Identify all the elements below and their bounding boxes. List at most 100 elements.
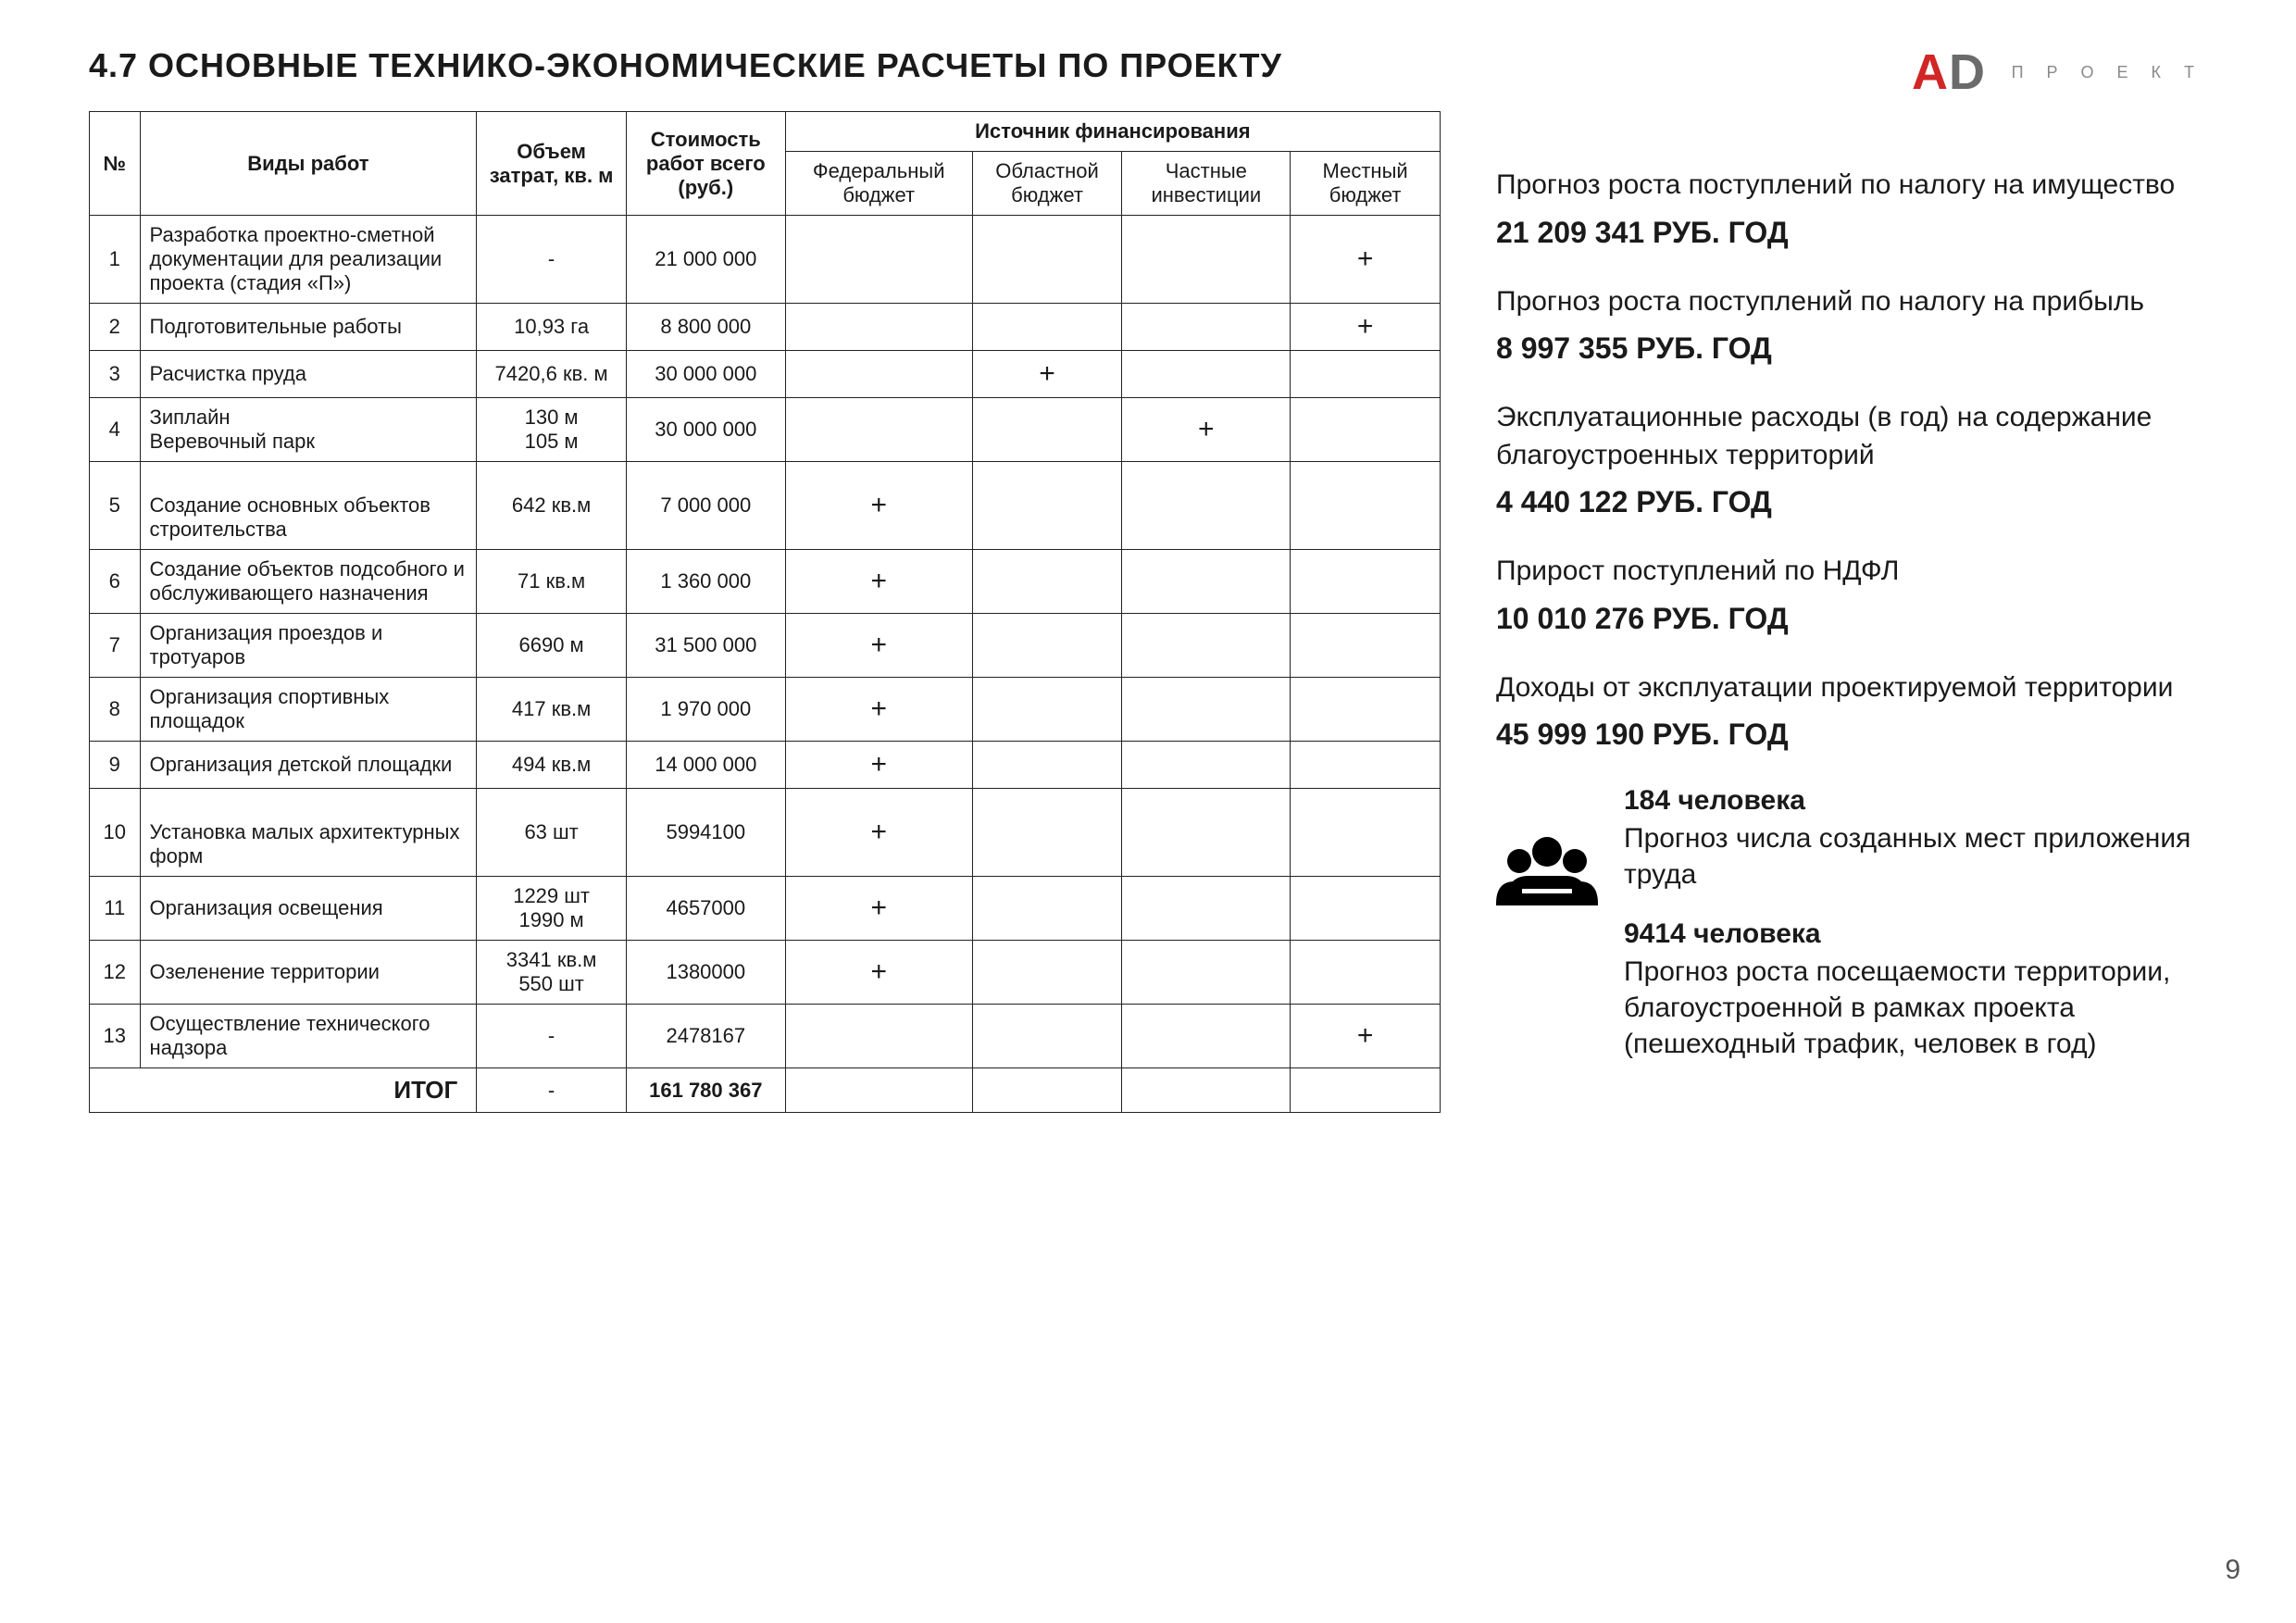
table-row: 1Разработка проектно-сметной документаци… xyxy=(90,216,1441,304)
row-num: 13 xyxy=(90,1005,141,1068)
row-num: 8 xyxy=(90,678,141,742)
row-work: Организация детской площадки xyxy=(140,742,477,789)
forecast-desc: Прогноз роста поступлений по налогу на и… xyxy=(1496,167,2237,205)
th-vol: Объем затрат, кв. м xyxy=(477,112,627,216)
row-mark xyxy=(972,742,1122,789)
row-mark xyxy=(785,216,972,304)
row-vol: 417 кв.м xyxy=(477,678,627,742)
row-vol: 494 кв.м xyxy=(477,742,627,789)
row-num: 7 xyxy=(90,614,141,678)
cost-table: № Виды работ Объем затрат, кв. м Стоимос… xyxy=(89,111,1441,1113)
row-cost: 31 500 000 xyxy=(626,614,785,678)
row-work: Установка малых архитектурных форм xyxy=(140,789,477,877)
th-fin-local: Местный бюджет xyxy=(1291,152,1441,216)
row-mark xyxy=(1291,789,1441,877)
logo: A D П Р О Е К Т xyxy=(1912,46,2203,98)
row-work: Создание объектов подсобного и обслужива… xyxy=(140,550,477,614)
row-num: 11 xyxy=(90,877,141,941)
total-vol: - xyxy=(477,1068,627,1113)
row-vol: 1229 шт 1990 м xyxy=(477,877,627,941)
row-vol: 71 кв.м xyxy=(477,550,627,614)
logo-subtext: П Р О Е К Т xyxy=(2012,63,2203,82)
table-row: 4Зиплайн Веревочный парк130 м 105 м30 00… xyxy=(90,398,1441,462)
row-cost: 8 800 000 xyxy=(626,304,785,351)
row-num: 3 xyxy=(90,351,141,398)
th-work: Виды работ xyxy=(140,112,477,216)
people-body: Прогноз роста посещаемости территории, б… xyxy=(1624,954,2237,1062)
row-mark xyxy=(1122,742,1291,789)
row-mark xyxy=(1291,351,1441,398)
table-row: 10 Установка малых архитектурных форм63 … xyxy=(90,789,1441,877)
people-body: Прогноз числа созданных мест приложения … xyxy=(1624,820,2237,893)
row-work: Организация проездов и тротуаров xyxy=(140,614,477,678)
table-row: 11Организация освещения1229 шт 1990 м465… xyxy=(90,877,1441,941)
row-mark: + xyxy=(785,462,972,550)
row-mark xyxy=(972,398,1122,462)
row-cost: 1380000 xyxy=(626,941,785,1005)
row-mark: + xyxy=(785,877,972,941)
row-work: Организация спортивных площадок xyxy=(140,678,477,742)
table-row: 9Организация детской площадки494 кв.м14 … xyxy=(90,742,1441,789)
row-mark xyxy=(1122,789,1291,877)
table-row: 12Озеленение территории3341 кв.м 550 шт1… xyxy=(90,941,1441,1005)
table-container: № Виды работ Объем затрат, кв. м Стоимос… xyxy=(89,111,1441,1113)
row-num: 2 xyxy=(90,304,141,351)
total-cost: 161 780 367 xyxy=(626,1068,785,1113)
row-mark: + xyxy=(1291,216,1441,304)
row-mark xyxy=(1122,216,1291,304)
total-label: ИТОГ xyxy=(90,1068,477,1113)
row-mark xyxy=(972,216,1122,304)
row-mark: + xyxy=(785,550,972,614)
table-row: 3Расчистка пруда7420,6 кв. м30 000 000+ xyxy=(90,351,1441,398)
forecast-value: 4 440 122 РУБ. ГОД xyxy=(1496,485,2237,519)
row-num: 9 xyxy=(90,742,141,789)
row-num: 1 xyxy=(90,216,141,304)
row-vol: 6690 м xyxy=(477,614,627,678)
forecast-value: 21 209 341 РУБ. ГОД xyxy=(1496,216,2237,250)
row-mark xyxy=(972,941,1122,1005)
row-mark: + xyxy=(785,742,972,789)
right-panel: Прогноз роста поступлений по налогу на и… xyxy=(1496,111,2237,1113)
row-mark xyxy=(972,550,1122,614)
row-mark xyxy=(1122,614,1291,678)
row-num: 6 xyxy=(90,550,141,614)
row-cost: 30 000 000 xyxy=(626,351,785,398)
page-number: 9 xyxy=(2225,1554,2240,1586)
row-mark xyxy=(1122,304,1291,351)
row-work: Расчистка пруда xyxy=(140,351,477,398)
row-mark xyxy=(1122,678,1291,742)
table-row: 8Организация спортивных площадок417 кв.м… xyxy=(90,678,1441,742)
row-mark xyxy=(972,614,1122,678)
row-cost: 2478167 xyxy=(626,1005,785,1068)
row-mark xyxy=(1291,614,1441,678)
table-row: 5 Создание основных объектов строительст… xyxy=(90,462,1441,550)
row-num: 12 xyxy=(90,941,141,1005)
forecast-value: 8 997 355 РУБ. ГОД xyxy=(1496,331,2237,366)
svg-text:D: D xyxy=(1949,46,1985,98)
row-cost: 1 360 000 xyxy=(626,550,785,614)
row-mark xyxy=(1122,877,1291,941)
row-num: 10 xyxy=(90,789,141,877)
row-mark xyxy=(972,789,1122,877)
row-mark xyxy=(1122,550,1291,614)
row-mark xyxy=(1291,742,1441,789)
row-mark xyxy=(1291,678,1441,742)
row-work: Разработка проектно-сметной документации… xyxy=(140,216,477,304)
row-vol: 130 м 105 м xyxy=(477,398,627,462)
row-mark xyxy=(972,877,1122,941)
row-vol: - xyxy=(477,216,627,304)
row-mark xyxy=(1291,877,1441,941)
row-mark xyxy=(972,304,1122,351)
row-vol: 3341 кв.м 550 шт xyxy=(477,941,627,1005)
row-work: Озеленение территории xyxy=(140,941,477,1005)
row-mark xyxy=(972,1005,1122,1068)
people-head: 184 человека xyxy=(1624,785,2237,817)
row-mark xyxy=(785,351,972,398)
row-mark xyxy=(785,398,972,462)
row-cost: 5994100 xyxy=(626,789,785,877)
row-mark: + xyxy=(785,789,972,877)
row-mark: + xyxy=(972,351,1122,398)
row-mark: + xyxy=(1122,398,1291,462)
forecast-desc: Прогноз роста поступлений по налогу на п… xyxy=(1496,283,2237,321)
row-work: Подготовительные работы xyxy=(140,304,477,351)
